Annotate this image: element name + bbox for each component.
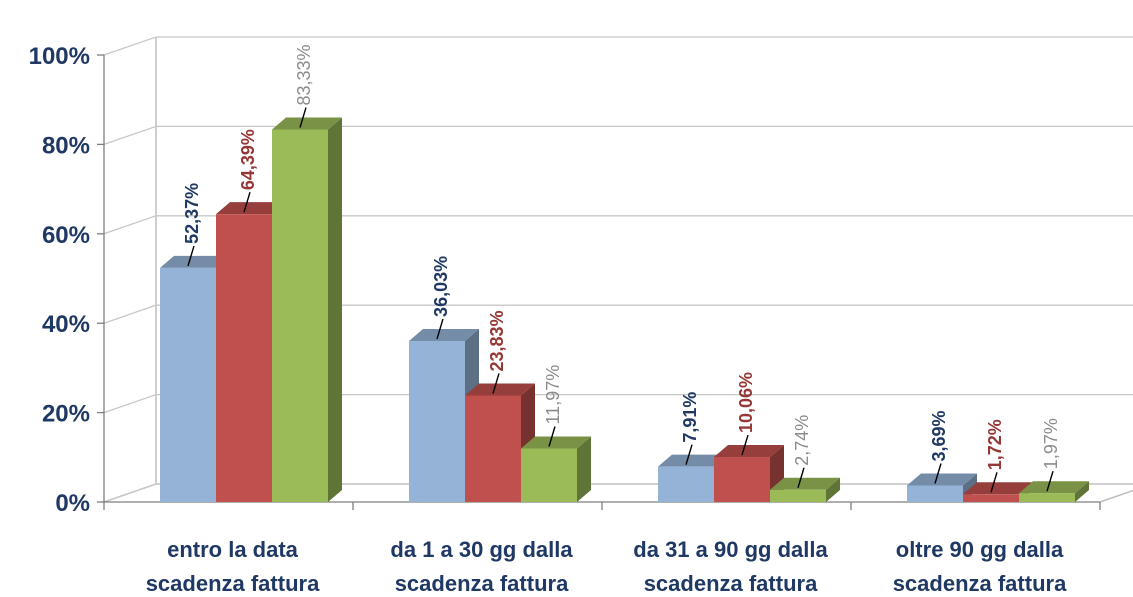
data-label: 7,91% [680,392,700,443]
x-axis: entro la data scadenza fattura da 1 a 30 g… [103,501,1101,596]
bar [714,457,770,502]
bar-top [465,383,535,396]
bar [409,340,465,502]
data-label: 64,39% [238,129,258,190]
data-label: 83,33% [294,44,314,105]
bar [272,129,328,502]
category-label: scadenza fattura [146,571,320,596]
data-label-leader [436,318,444,340]
bar-side [577,436,591,502]
category-label: scadenza fattura [395,571,569,596]
bar [658,466,714,502]
data-label-leader [685,444,693,465]
bar [907,485,963,502]
bar-top [714,445,784,458]
bar-side [1075,481,1089,502]
bar-top [963,482,1033,495]
y-tick-label: 100% [29,43,90,70]
gridlines [103,36,1133,503]
category-label: oltre 90 gg dalla [896,537,1064,562]
category-label: da 31 a 90 gg dalla [633,537,828,562]
bar-side [826,477,840,502]
bar-top [409,328,479,341]
bar [770,489,826,502]
data-label-leader [990,472,998,493]
bar-side [328,117,342,503]
data-label-leader [548,426,556,447]
data-label: 3,69% [929,410,949,461]
bar-top [770,477,840,490]
gridline [103,393,1133,414]
data-label-leader [299,107,307,128]
data-label-leader [1046,470,1054,492]
data-label-leader [243,191,251,213]
bar-top [658,454,728,467]
bar-top [1019,481,1089,494]
category-label: scadenza fattura [644,571,818,596]
bar [160,267,216,502]
data-label: 2,74% [792,415,812,466]
category-label: scadenza fattura [893,571,1067,596]
data-label: 11,97% [543,365,563,425]
bar-top [216,202,286,215]
bar-top [907,473,977,486]
data-label-leader [741,434,749,456]
category-label: da 1 a 30 gg dalla [390,537,573,562]
y-tick-label: 20% [42,401,90,428]
y-tick-label: 0% [55,490,90,517]
gridline [103,36,1133,56]
y-tick-label: 60% [42,222,90,249]
data-label: 23,83% [487,310,507,371]
bar-top [160,255,230,268]
category-label: entro la data [167,537,299,562]
data-label-leader [187,245,195,267]
data-label-leader [934,463,942,484]
y-tick-label: 40% [42,311,90,338]
bar [963,494,1019,502]
gridline [103,215,1133,235]
data-label: 1,72% [985,419,1005,470]
data-label: 1,97% [1041,418,1061,469]
bar [1019,493,1075,502]
data-label-leader [492,373,500,394]
bar [465,395,521,502]
gridline [103,125,1133,146]
bar-top [272,117,342,130]
y-axis: 0% 20% 40% 60% 80% 100% [29,43,105,517]
bar [521,448,577,502]
data-label: 10,06% [736,372,756,433]
y-tick-label: 80% [42,132,90,159]
data-label: 36,03% [431,256,451,317]
gridline [103,304,1133,324]
bar-top [521,436,591,449]
bar [216,214,272,502]
data-label-leader [797,467,805,488]
data-label: 52,37% [182,183,202,244]
data-labels: 52,37% 64,39% 83,33% 36,03% 23,83% 11,97% 7,91… [182,44,1061,493]
bars [160,117,1089,503]
